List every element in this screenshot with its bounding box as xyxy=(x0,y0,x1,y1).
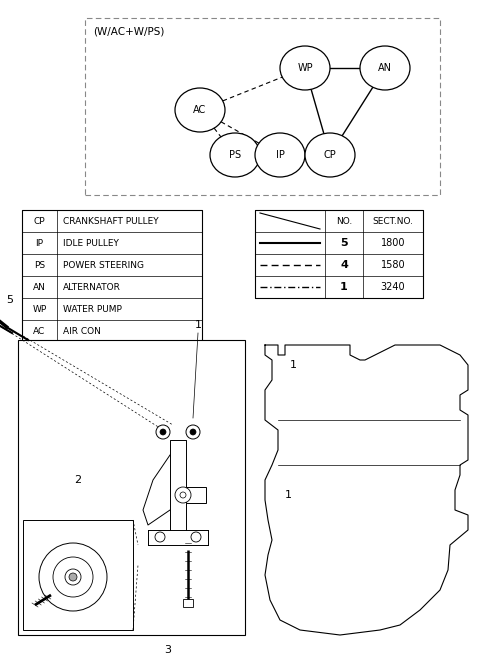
Text: 1: 1 xyxy=(290,360,297,370)
Circle shape xyxy=(39,543,107,611)
Text: AC: AC xyxy=(34,326,46,335)
Text: AIR CON: AIR CON xyxy=(63,326,101,335)
Circle shape xyxy=(155,532,165,542)
Circle shape xyxy=(69,573,77,581)
Ellipse shape xyxy=(305,133,355,177)
Text: POWER STEERING: POWER STEERING xyxy=(63,261,144,269)
Text: 1580: 1580 xyxy=(381,260,405,270)
Circle shape xyxy=(156,425,170,439)
Text: 5: 5 xyxy=(7,295,13,305)
Text: SECT.NO.: SECT.NO. xyxy=(372,217,413,225)
Text: 1800: 1800 xyxy=(381,238,405,248)
Text: AN: AN xyxy=(378,63,392,73)
Ellipse shape xyxy=(280,46,330,90)
Text: (W/AC+W/PS): (W/AC+W/PS) xyxy=(93,26,164,36)
Text: CP: CP xyxy=(34,217,45,225)
Ellipse shape xyxy=(360,46,410,90)
Text: IP: IP xyxy=(276,150,285,160)
Text: PS: PS xyxy=(229,150,241,160)
Bar xyxy=(85,18,440,195)
Text: IDLE PULLEY: IDLE PULLEY xyxy=(63,238,119,248)
Text: PS: PS xyxy=(34,261,45,269)
Text: WP: WP xyxy=(32,305,47,314)
Circle shape xyxy=(180,492,186,498)
Text: 1: 1 xyxy=(340,282,348,292)
Text: IP: IP xyxy=(36,238,44,248)
Text: CP: CP xyxy=(324,150,336,160)
Text: 1: 1 xyxy=(285,490,292,500)
Text: 4: 4 xyxy=(340,260,348,270)
Ellipse shape xyxy=(210,133,260,177)
Text: CRANKSHAFT PULLEY: CRANKSHAFT PULLEY xyxy=(63,217,158,225)
Circle shape xyxy=(160,429,166,435)
Bar xyxy=(22,210,202,342)
Text: 5: 5 xyxy=(340,238,348,248)
Circle shape xyxy=(186,425,200,439)
Circle shape xyxy=(190,429,196,435)
Text: 2: 2 xyxy=(74,475,82,485)
Text: 3240: 3240 xyxy=(381,282,405,292)
Text: ALTERNATOR: ALTERNATOR xyxy=(63,282,121,291)
Ellipse shape xyxy=(255,133,305,177)
Text: 3: 3 xyxy=(165,645,171,655)
Text: AN: AN xyxy=(33,282,46,291)
Text: WATER PUMP: WATER PUMP xyxy=(63,305,122,314)
Text: 1: 1 xyxy=(194,320,202,330)
Bar xyxy=(18,340,245,635)
Text: NO.: NO. xyxy=(336,217,352,225)
Bar xyxy=(23,520,133,630)
Text: WP: WP xyxy=(297,63,313,73)
Circle shape xyxy=(65,569,81,585)
Bar xyxy=(186,487,206,503)
Text: AC: AC xyxy=(193,105,206,115)
Circle shape xyxy=(175,487,191,503)
Circle shape xyxy=(53,557,93,597)
Circle shape xyxy=(191,532,201,542)
Bar xyxy=(183,599,193,607)
Ellipse shape xyxy=(175,88,225,132)
Bar xyxy=(255,210,423,298)
